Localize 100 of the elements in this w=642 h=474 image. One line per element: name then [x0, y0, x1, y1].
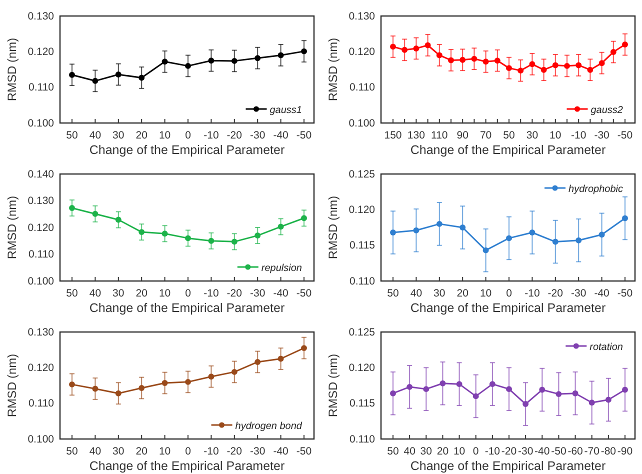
x-tick-label: -50: [617, 287, 633, 300]
point: [598, 232, 605, 238]
x-tick-label: 150: [384, 129, 402, 142]
y-tick-label: 0.120: [28, 46, 54, 58]
point: [278, 356, 284, 362]
point: [540, 66, 547, 73]
x-tick-label: 30: [112, 129, 124, 142]
x-axis-title: Change of the Empirical Parameter: [89, 143, 285, 157]
point: [231, 238, 238, 245]
point: [185, 235, 191, 242]
x-axis-title: Change of the Empirical Parameter: [410, 143, 606, 157]
point: [278, 52, 284, 58]
point: [301, 48, 307, 54]
y-tick-label: 0.100: [28, 433, 54, 446]
y-tick-label: 0.110: [28, 248, 54, 261]
point: [494, 58, 500, 64]
point: [92, 78, 98, 84]
x-tick-label: 10: [480, 287, 492, 300]
x-tick-label: -10: [204, 445, 219, 458]
point: [208, 238, 214, 244]
point: [69, 381, 75, 388]
x-tick-label: 30: [526, 129, 538, 142]
y-tick-label: 0.100: [348, 117, 376, 130]
x-tick-label: 30: [112, 287, 124, 300]
x-tick-label: 110: [431, 129, 448, 142]
point: [138, 229, 145, 236]
x-tick-label: -50: [296, 129, 312, 142]
x-tick-label: -40: [273, 129, 289, 142]
x-tick-label: 40: [89, 445, 102, 458]
y-tick-label: 0.115: [350, 240, 376, 252]
point: [138, 385, 145, 391]
y-tick-label: 0.110: [350, 433, 376, 446]
y-tick-label: 0.110: [28, 82, 54, 94]
point: [556, 391, 562, 398]
y-tick-label: 0.140: [28, 168, 54, 180]
point: [301, 345, 307, 352]
point: [482, 58, 489, 65]
x-tick-label: -40: [594, 287, 610, 300]
x-tick-label: 40: [404, 445, 416, 458]
y-axis-title: RMSD (nm): [326, 354, 340, 418]
point: [301, 215, 307, 222]
point: [622, 42, 628, 48]
x-tick-label: 30: [434, 287, 446, 300]
point: [390, 390, 396, 396]
x-axis-title: Change of the Empirical Parameter: [89, 459, 285, 473]
point: [539, 386, 546, 393]
y-tick-label: 0.100: [28, 117, 54, 130]
y-axis-title: RMSD (nm): [326, 196, 340, 260]
legend-label: repulsion: [261, 263, 302, 274]
point: [518, 68, 524, 74]
x-tick-label: -50: [551, 445, 566, 458]
y-axis-title: RMSD (nm): [5, 38, 19, 102]
legend-label: hydrophobic: [568, 184, 623, 195]
point: [115, 216, 122, 223]
point: [529, 230, 536, 236]
x-tick-label: -50: [296, 445, 312, 458]
point: [471, 56, 478, 62]
x-tick-label: 90: [456, 129, 469, 142]
x-tick-label: 50: [66, 445, 78, 458]
legend-label: hydrogen bond: [235, 421, 302, 432]
y-tick-label: 0.130: [28, 10, 54, 22]
point: [576, 237, 582, 244]
y-tick-label: 0.120: [28, 362, 54, 374]
y-tick-label: 0.120: [348, 204, 376, 216]
y-tick-label: 0.120: [348, 46, 376, 58]
point: [482, 247, 489, 254]
x-tick-label: -70: [584, 445, 600, 458]
x-tick-label: 0: [185, 129, 192, 142]
y-tick-label: 0.120: [348, 362, 376, 374]
point: [440, 380, 446, 386]
point: [115, 390, 122, 396]
point: [231, 368, 238, 375]
y-axis-title: RMSD (nm): [5, 196, 19, 260]
y-tick-label: 0.130: [28, 326, 54, 338]
y-tick-label: 0.110: [350, 275, 376, 288]
x-tick-label: 50: [66, 287, 78, 300]
y-tick-label: 0.115: [350, 398, 376, 410]
legend-label: gauss1: [270, 105, 302, 116]
x-tick-label: 20: [456, 287, 469, 300]
x-tick-label: -90: [617, 445, 633, 458]
point: [448, 57, 454, 64]
x-tick-label: 10: [158, 445, 171, 458]
y-tick-label: 0.110: [28, 398, 54, 410]
x-tick-label: -30: [571, 287, 586, 300]
x-tick-label: 50: [66, 129, 78, 142]
point: [460, 56, 466, 63]
point: [564, 62, 570, 69]
point: [436, 52, 442, 58]
point: [622, 215, 628, 222]
x-tick-label: -50: [617, 129, 633, 142]
x-tick-label: -20: [226, 287, 242, 300]
point: [254, 358, 261, 365]
point: [622, 386, 628, 393]
x-tick-label: 40: [410, 287, 422, 300]
x-tick-label: -40: [273, 287, 289, 300]
y-tick-label: 0.125: [348, 168, 376, 180]
point: [413, 45, 420, 52]
point: [506, 386, 512, 392]
x-tick-label: 0: [472, 445, 479, 458]
point: [552, 238, 558, 245]
